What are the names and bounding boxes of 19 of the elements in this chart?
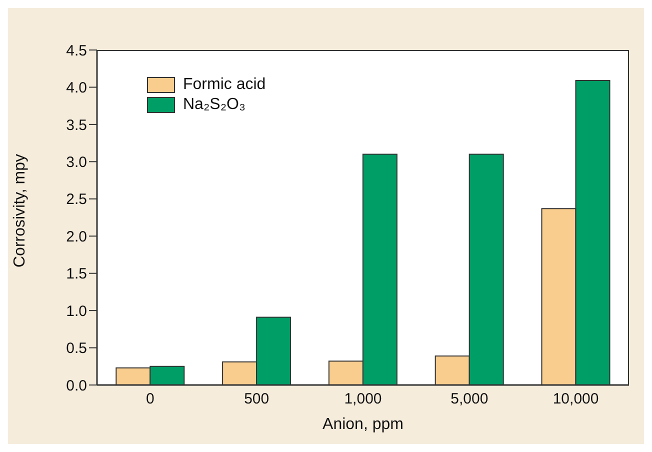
x-tick-label: 0 [146,390,154,408]
x-tick-label: 1,000 [344,390,382,408]
y-tick-label: 2.0 [66,228,87,246]
legend-label: Formic acid [183,75,266,95]
y-tick-label: 2.5 [66,191,87,208]
y-tick-label: 3.5 [66,116,87,134]
y-axis-title: Corrosivity, mpy [12,154,29,268]
y-tick-label: 1.5 [66,266,87,283]
y-tick-label: 3.0 [66,154,87,171]
y-tick-label: 0.5 [66,340,87,358]
x-tick-label: 500 [244,390,270,408]
y-tick-label: 0.0 [66,377,87,394]
y-tick-label: 1.0 [66,302,87,320]
y-tick-label: 4.0 [66,80,87,97]
y-tick-label: 4.5 [66,42,87,60]
x-axis-title: Anion, ppm [322,416,404,433]
x-tick-label: 10,000 [552,390,599,408]
legend-label: Na₂S₂O₃ [183,95,246,115]
x-tick-label: 5,000 [450,390,488,408]
